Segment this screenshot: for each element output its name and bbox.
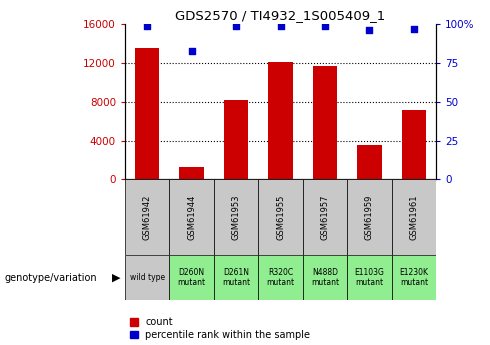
Text: GSM61961: GSM61961 (409, 195, 418, 240)
Point (188, 48, 196, 53)
Bar (125, 255, 170, 300)
Text: GSM61957: GSM61957 (320, 195, 329, 240)
Bar (303, 179, 347, 255)
Point (321, 23, 329, 28)
Bar (170, 255, 214, 300)
Bar (214, 255, 258, 300)
Point (366, 28, 373, 33)
Bar (269, 62, 293, 179)
Text: N488D
mutant: N488D mutant (311, 268, 339, 287)
Text: GSM61942: GSM61942 (143, 195, 152, 240)
Text: E1103G
mutant: E1103G mutant (354, 268, 384, 287)
Point (143, 23, 151, 28)
Text: GSM61959: GSM61959 (365, 195, 374, 240)
Text: GSM61953: GSM61953 (232, 195, 241, 240)
Bar (347, 179, 392, 255)
Point (232, 23, 240, 28)
Bar (125, 179, 170, 255)
Bar (258, 179, 303, 255)
Legend: count, percentile rank within the sample: count, percentile rank within the sample (130, 317, 310, 340)
Text: wild type: wild type (130, 273, 165, 282)
Bar (392, 179, 436, 255)
Bar (214, 179, 258, 255)
Text: E1230K
mutant: E1230K mutant (399, 268, 428, 287)
Bar (347, 255, 392, 300)
Text: ▶: ▶ (112, 273, 120, 283)
Bar (135, 48, 159, 179)
Point (410, 26, 418, 32)
Text: GSM61955: GSM61955 (276, 195, 285, 240)
Bar (313, 66, 337, 179)
Text: D260N
mutant: D260N mutant (177, 268, 206, 287)
Bar (402, 110, 426, 179)
Text: GSM61944: GSM61944 (187, 195, 196, 240)
Text: D261N
mutant: D261N mutant (222, 268, 250, 287)
Bar (303, 255, 347, 300)
Bar (258, 255, 303, 300)
Bar (179, 167, 204, 179)
Point (276, 23, 284, 28)
Bar (392, 255, 436, 300)
Bar (170, 179, 214, 255)
Text: R320C
mutant: R320C mutant (267, 268, 294, 287)
Bar (224, 100, 248, 179)
Bar (357, 146, 382, 179)
Text: genotype/variation: genotype/variation (5, 273, 98, 283)
Title: GDS2570 / TI4932_1S005409_1: GDS2570 / TI4932_1S005409_1 (175, 9, 386, 22)
